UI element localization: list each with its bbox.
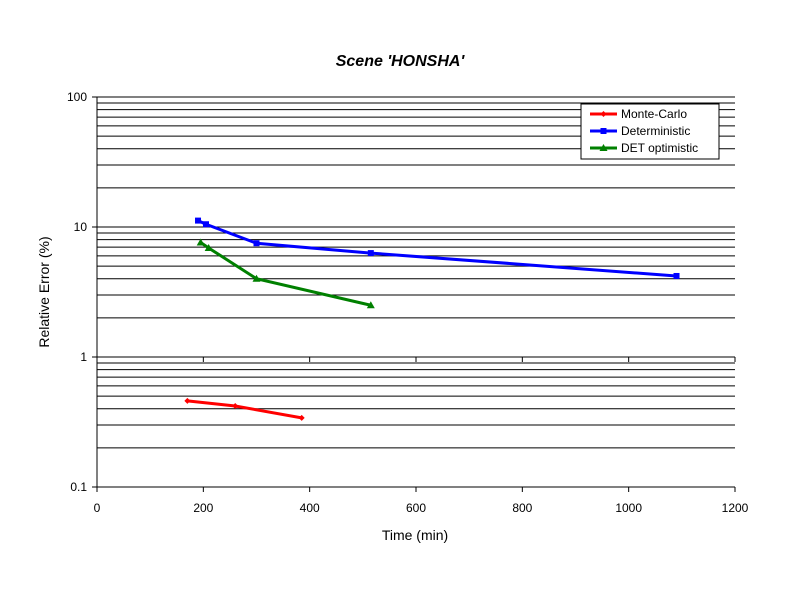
series-group (184, 217, 680, 421)
legend-label-det-optimistic: DET optimistic (621, 141, 698, 155)
legend-marker-deterministic (600, 128, 607, 134)
y-axis-label: Relative Error (%) (36, 236, 52, 347)
y-tick-label: 100 (67, 90, 87, 104)
legend-item-monte-carlo: Monte-Carlo (590, 107, 687, 121)
data-point-deterministic (673, 272, 680, 279)
series-det-optimistic (196, 238, 375, 309)
data-point-deterministic (202, 221, 209, 228)
data-point-deterministic (195, 217, 202, 224)
x-axis-label: Time (min) (382, 527, 448, 543)
x-tick-label: 1000 (615, 501, 642, 515)
x-tick-label: 600 (406, 501, 426, 515)
legend-items: Monte-Carlo Deterministic DET optimistic (590, 107, 698, 155)
tick-labels: 0 200 400 600 800 1000 1200 0.1 1 10 100 (67, 90, 749, 515)
legend: Monte-Carlo Deterministic DET optimistic (580, 103, 720, 160)
data-point-monte-carlo (298, 414, 305, 421)
data-point-monte-carlo (184, 397, 191, 404)
data-point-det-optimistic (204, 243, 213, 251)
y-tick-label: 0.1 (70, 480, 87, 494)
data-point-det-optimistic (252, 274, 261, 282)
data-point-monte-carlo (232, 402, 239, 409)
y-tick-label: 1 (80, 350, 87, 364)
x-tick-label: 200 (193, 501, 213, 515)
x-tick-label: 800 (512, 501, 532, 515)
x-tick-label: 0 (94, 501, 101, 515)
legend-marker-monte-carlo (600, 111, 607, 117)
series-monte-carlo (184, 397, 305, 421)
data-point-det-optimistic (366, 301, 375, 309)
axes (92, 96, 736, 492)
x-tick-label: 400 (300, 501, 320, 515)
data-point-deterministic (253, 240, 260, 247)
legend-item-deterministic: Deterministic (590, 124, 690, 138)
legend-label-deterministic: Deterministic (621, 124, 690, 138)
data-point-det-optimistic (196, 238, 205, 246)
chart-title: Scene 'HONSHA' (336, 53, 466, 70)
series-line-deterministic (197, 219, 677, 278)
series-line-monte-carlo (187, 399, 302, 420)
legend-marker-det-optimistic (599, 144, 608, 151)
series-line-det-optimistic (199, 241, 372, 307)
y-tick-label: 10 (74, 220, 88, 234)
series-deterministic (195, 217, 680, 279)
legend-item-det-optimistic: DET optimistic (590, 141, 698, 155)
data-point-deterministic (367, 250, 374, 257)
legend-label-monte-carlo: Monte-Carlo (621, 107, 687, 121)
x-tick-label: 1200 (722, 501, 749, 515)
